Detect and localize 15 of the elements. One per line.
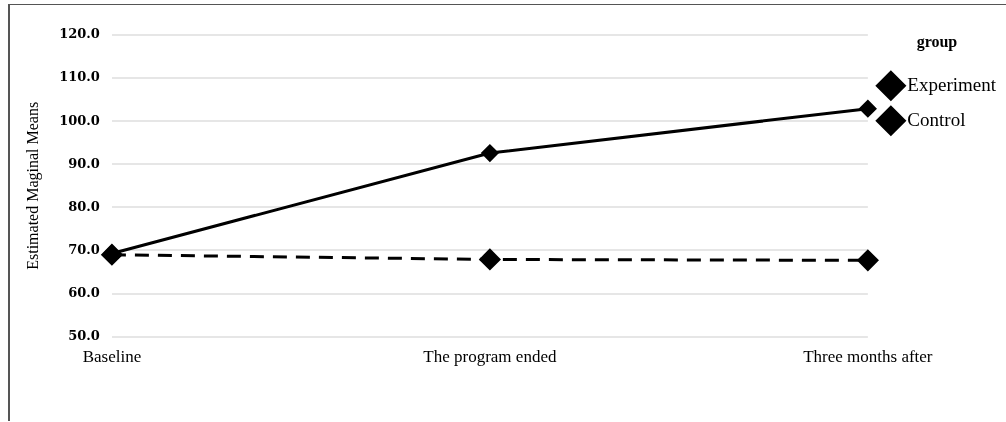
y-tick-label: 120.0 xyxy=(59,26,100,42)
y-axis-title: Estimated Maginal Means xyxy=(23,101,42,270)
x-tick-label: Three months after xyxy=(803,347,933,367)
y-tick-label: 100.0 xyxy=(59,112,100,128)
legend-label: Experiment xyxy=(907,73,997,95)
legend-title: group xyxy=(916,33,958,52)
y-tick-label: 90.0 xyxy=(68,155,100,171)
y-tick-label: 110.0 xyxy=(59,69,100,85)
y-tick-label: 50.0 xyxy=(68,327,100,343)
y-tick-label: 70.0 xyxy=(68,241,100,257)
x-tick-label: Baseline xyxy=(82,347,142,367)
x-tick-label: The program ended xyxy=(423,347,557,367)
y-tick-label: 80.0 xyxy=(68,198,100,214)
legend-label: Control xyxy=(907,108,966,130)
y-tick-label: 60.0 xyxy=(68,284,100,300)
